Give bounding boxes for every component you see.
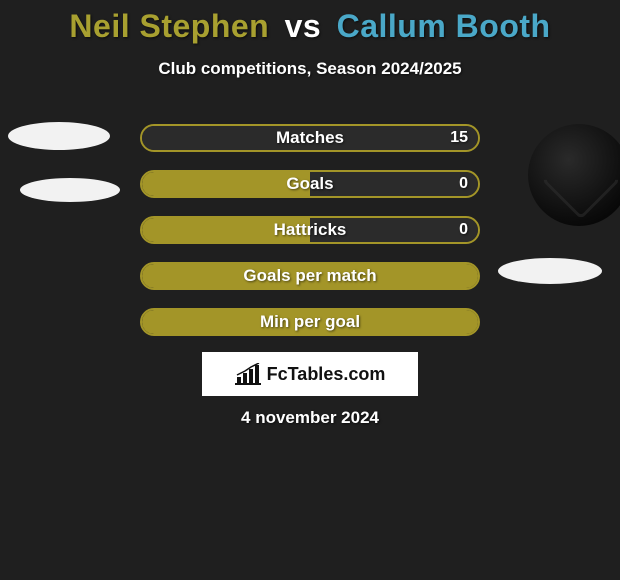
title-player2: Callum Booth (337, 8, 551, 44)
page-title: Neil Stephen vs Callum Booth (0, 0, 620, 45)
date-label: 4 november 2024 (0, 408, 620, 428)
stat-bar-label: Goals per match (142, 264, 478, 288)
avatar-left-top (8, 122, 110, 150)
stat-bar-label: Goals (142, 172, 478, 196)
title-vs: vs (285, 8, 322, 44)
barchart-icon (235, 363, 261, 385)
stat-bars: Matches15Goals0Hattricks0Goals per match… (140, 124, 480, 354)
subtitle: Club competitions, Season 2024/2025 (0, 59, 620, 79)
logo-text: FcTables.com (267, 364, 386, 385)
infographic-container: Neil Stephen vs Callum Booth Club compet… (0, 0, 620, 580)
title-player1: Neil Stephen (69, 8, 269, 44)
stat-bar-label: Matches (142, 126, 478, 150)
stat-bar-value-right: 15 (450, 126, 468, 150)
avatar-right-photo (528, 124, 620, 226)
avatar-left-bottom (20, 178, 120, 202)
stat-bar: Matches15 (140, 124, 480, 152)
logo-box: FcTables.com (202, 352, 418, 396)
stat-bar: Min per goal (140, 308, 480, 336)
stat-bar-label: Hattricks (142, 218, 478, 242)
stat-bar: Goals per match (140, 262, 480, 290)
stat-bar-label: Min per goal (142, 310, 478, 334)
avatar-right-bottom (498, 258, 602, 284)
stat-bar: Goals0 (140, 170, 480, 198)
stat-bar-value-right: 0 (459, 172, 468, 196)
stat-bar: Hattricks0 (140, 216, 480, 244)
stat-bar-value-right: 0 (459, 218, 468, 242)
